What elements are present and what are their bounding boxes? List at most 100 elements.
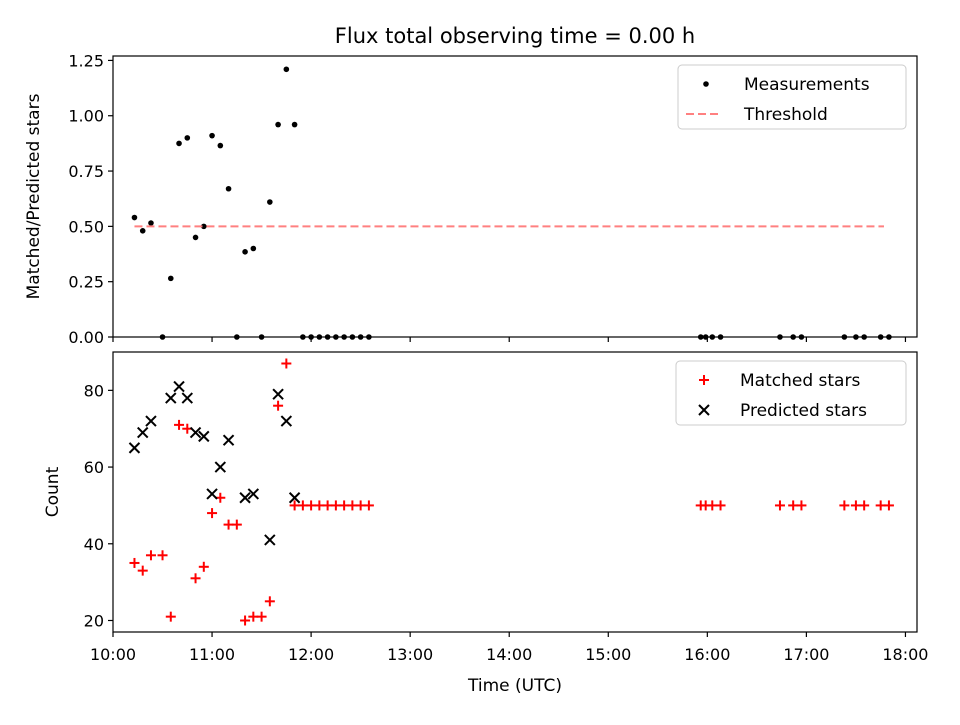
measurement-point	[250, 245, 257, 252]
predicted-star-marker	[214, 461, 227, 473]
measurement-point	[697, 334, 704, 340]
measurement-point	[217, 142, 224, 149]
y-tick-label: 0.25	[68, 273, 104, 292]
legend-marker-predicted-b	[698, 404, 710, 416]
cross-b	[173, 380, 185, 393]
y-axis-label: Matched/Predicted stars	[24, 93, 44, 299]
predicted-star-marker	[239, 492, 251, 504]
measurement-point	[159, 334, 166, 340]
measurement-point	[709, 334, 716, 340]
matched-star-marker	[859, 500, 870, 511]
cross-b	[145, 415, 157, 427]
cross-b	[272, 388, 284, 400]
legend-box	[677, 64, 907, 130]
measurement-point	[258, 334, 265, 340]
cross-b	[181, 392, 193, 404]
predicted-star-marker	[264, 534, 276, 546]
x-tick-label: 12:00	[288, 645, 334, 664]
legend-label: Measurements	[744, 75, 870, 95]
cross-b	[288, 492, 301, 504]
matched-star-marker	[198, 561, 209, 572]
matched-star-marker	[839, 500, 850, 511]
measurement-point	[300, 334, 306, 340]
x-tick-label: 16:00	[684, 645, 730, 664]
y-tick-label: 80	[84, 381, 104, 400]
measurement-point	[242, 249, 248, 255]
y-tick-label: 40	[84, 535, 104, 554]
matched-star-marker	[774, 500, 785, 511]
matched-star-marker	[281, 358, 292, 369]
x-tick-label: 14:00	[486, 645, 532, 664]
x-tick-label: 18:00	[882, 645, 928, 664]
cross-b	[165, 392, 177, 404]
predicted-star-marker	[288, 492, 301, 504]
x-tick-label: 15:00	[585, 645, 631, 664]
predicted-star-marker	[173, 380, 185, 393]
predicted-star-marker	[189, 426, 202, 439]
predicted-star-marker	[198, 430, 210, 443]
predicted-star-marker	[137, 426, 149, 439]
legend-box	[675, 360, 907, 426]
x-tick-label: 13:00	[387, 645, 433, 664]
measurement-point	[341, 334, 347, 340]
matched-star-marker	[137, 565, 148, 576]
measurement-point	[201, 223, 207, 230]
cross-b	[222, 434, 235, 446]
measurement-point	[853, 334, 859, 340]
matched-star-marker	[715, 500, 726, 511]
cross-b	[264, 534, 276, 546]
cross-b	[198, 430, 210, 443]
measurement-point	[167, 275, 174, 282]
y-tick-label: 1.25	[68, 51, 104, 70]
measurement-point	[275, 121, 281, 128]
y-tick-label: 1.00	[68, 107, 104, 126]
measurement-point	[886, 334, 892, 340]
measurement-point	[308, 334, 314, 340]
predicted-star-marker	[145, 415, 157, 427]
y-tick-label: 60	[84, 458, 104, 477]
predicted-star-marker	[165, 392, 177, 404]
matched-star-marker	[796, 500, 807, 511]
cross-b	[214, 461, 227, 473]
measurement-point	[877, 334, 884, 340]
predicted-star-marker	[272, 388, 284, 400]
y-tick-label: 0.50	[68, 217, 104, 236]
measurement-point	[841, 334, 848, 340]
predicted-star-marker	[181, 392, 193, 404]
measurement-point	[139, 227, 146, 234]
matched-star-marker	[256, 611, 267, 622]
matched-star-marker	[174, 419, 185, 430]
cross-b	[189, 426, 202, 439]
measurement-point	[184, 135, 191, 141]
x-tick-label: 11:00	[189, 645, 235, 664]
y-tick-label: 0.00	[68, 328, 104, 347]
matched-star-marker	[883, 500, 894, 511]
matched-star-marker	[165, 611, 176, 622]
measurement-point	[324, 334, 331, 340]
measurement-point	[777, 334, 783, 340]
x-axis-label: Time (UTC)	[467, 676, 562, 696]
legend-label: Predicted stars	[740, 401, 867, 421]
measurement-point	[176, 140, 182, 147]
measurement-point	[234, 334, 240, 340]
cross-b	[137, 426, 149, 439]
matched-star-marker	[190, 573, 201, 584]
measurement-point	[209, 132, 215, 139]
y-tick-label: 20	[84, 611, 104, 630]
matched-star-marker	[240, 615, 251, 626]
cross-b	[206, 488, 218, 500]
cross-b	[128, 442, 141, 454]
matched-star-marker	[157, 550, 168, 561]
measurement-point	[702, 334, 709, 340]
axes-frame	[112, 55, 918, 338]
matched-star-marker	[264, 596, 275, 607]
measurement-point	[131, 214, 138, 221]
matched-star-marker	[145, 550, 156, 561]
measurement-point	[798, 334, 805, 340]
measurement-point	[148, 220, 154, 226]
cross-b	[247, 488, 260, 500]
legend-label: Threshold	[743, 105, 828, 125]
legend-marker-measurements	[703, 81, 709, 87]
measurement-point	[861, 334, 867, 340]
